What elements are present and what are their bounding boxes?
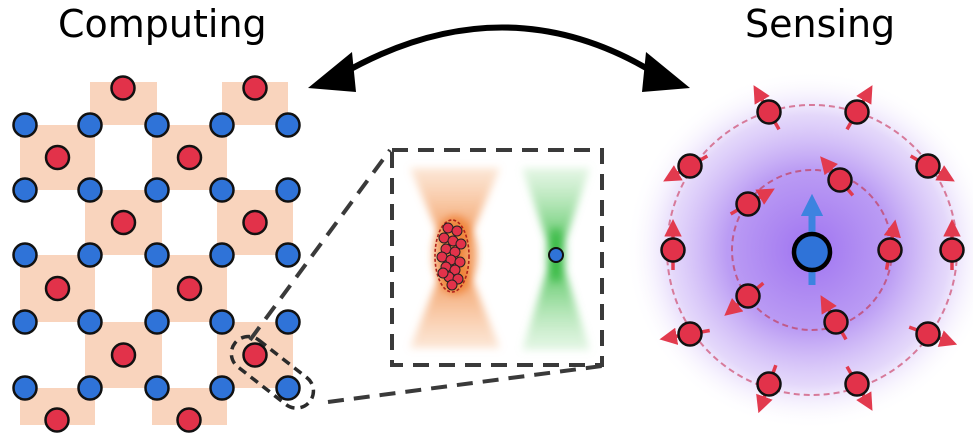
blue-atom xyxy=(144,375,170,401)
environment-spin xyxy=(823,309,849,335)
blue-atom xyxy=(12,177,38,203)
blue-atom xyxy=(12,375,38,401)
zoom-line-bottom xyxy=(327,364,603,404)
blue-atom xyxy=(77,242,103,268)
blue-atom xyxy=(12,112,38,138)
single-blue-atom xyxy=(548,247,564,263)
cloud-atom xyxy=(438,232,450,244)
environment-spin xyxy=(756,371,782,397)
environment-spin xyxy=(677,321,703,347)
environment-spin xyxy=(735,191,761,217)
sensing-spins xyxy=(659,85,965,414)
blue-atom xyxy=(77,375,103,401)
cloud-atom xyxy=(442,222,454,234)
highlight-capsule xyxy=(229,334,316,410)
blue-atom xyxy=(209,375,235,401)
blue-atom xyxy=(77,112,103,138)
red-atom xyxy=(110,209,137,236)
red-atom xyxy=(242,75,268,101)
red-atom xyxy=(176,275,203,302)
environment-spin xyxy=(877,237,903,263)
environment-spin xyxy=(939,237,965,263)
blue-atom xyxy=(275,309,301,335)
environment-spin xyxy=(844,99,870,125)
blue-atom xyxy=(209,177,235,203)
atom-lattice xyxy=(12,75,301,433)
blue-atom xyxy=(77,309,103,335)
environment-spin xyxy=(660,237,686,263)
zoom-line-top xyxy=(248,148,392,342)
central-sensor-atom xyxy=(791,231,833,273)
red-atom xyxy=(242,342,268,368)
environment-spin xyxy=(844,371,870,397)
blue-atom xyxy=(12,242,38,268)
atom-cloud xyxy=(436,222,467,291)
cloud-atom xyxy=(454,256,466,268)
blue-atom xyxy=(12,309,38,335)
blue-atom xyxy=(275,242,301,268)
cloud-atom xyxy=(437,267,449,279)
red-atom xyxy=(110,75,136,101)
red-atom xyxy=(242,209,268,236)
cloud-atom xyxy=(451,225,463,237)
environment-spin xyxy=(915,321,941,347)
blue-atom xyxy=(77,177,103,203)
red-atom xyxy=(176,407,202,433)
blue-atom xyxy=(209,309,235,335)
blue-atom xyxy=(209,242,235,268)
red-atom xyxy=(176,144,203,171)
environment-spin xyxy=(756,99,782,125)
red-atom xyxy=(44,407,70,433)
blue-atom xyxy=(144,112,170,138)
blue-atom xyxy=(144,309,170,335)
blue-atom xyxy=(275,112,301,138)
atom-cloud-outline xyxy=(434,219,470,293)
cloud-atom xyxy=(455,238,467,250)
cloud-atom xyxy=(446,279,458,291)
red-atom xyxy=(44,144,71,171)
environment-spin xyxy=(735,283,761,309)
cloud-atom xyxy=(436,251,448,263)
environment-spin xyxy=(827,167,853,193)
blue-atom xyxy=(144,177,170,203)
curved-double-arrow-icon xyxy=(338,24,660,78)
red-atom xyxy=(44,275,71,302)
arrowhead-right-icon xyxy=(642,52,690,92)
environment-spin xyxy=(677,153,703,179)
blue-atom xyxy=(275,177,301,203)
computing-title: Computing xyxy=(58,2,267,46)
environment-spin xyxy=(915,153,941,179)
blue-atom xyxy=(144,242,170,268)
blue-atom xyxy=(209,112,235,138)
red-atom xyxy=(110,342,137,368)
sensing-title: Sensing xyxy=(745,2,896,46)
blue-atom xyxy=(275,375,301,401)
arrowhead-left-icon xyxy=(308,52,356,92)
